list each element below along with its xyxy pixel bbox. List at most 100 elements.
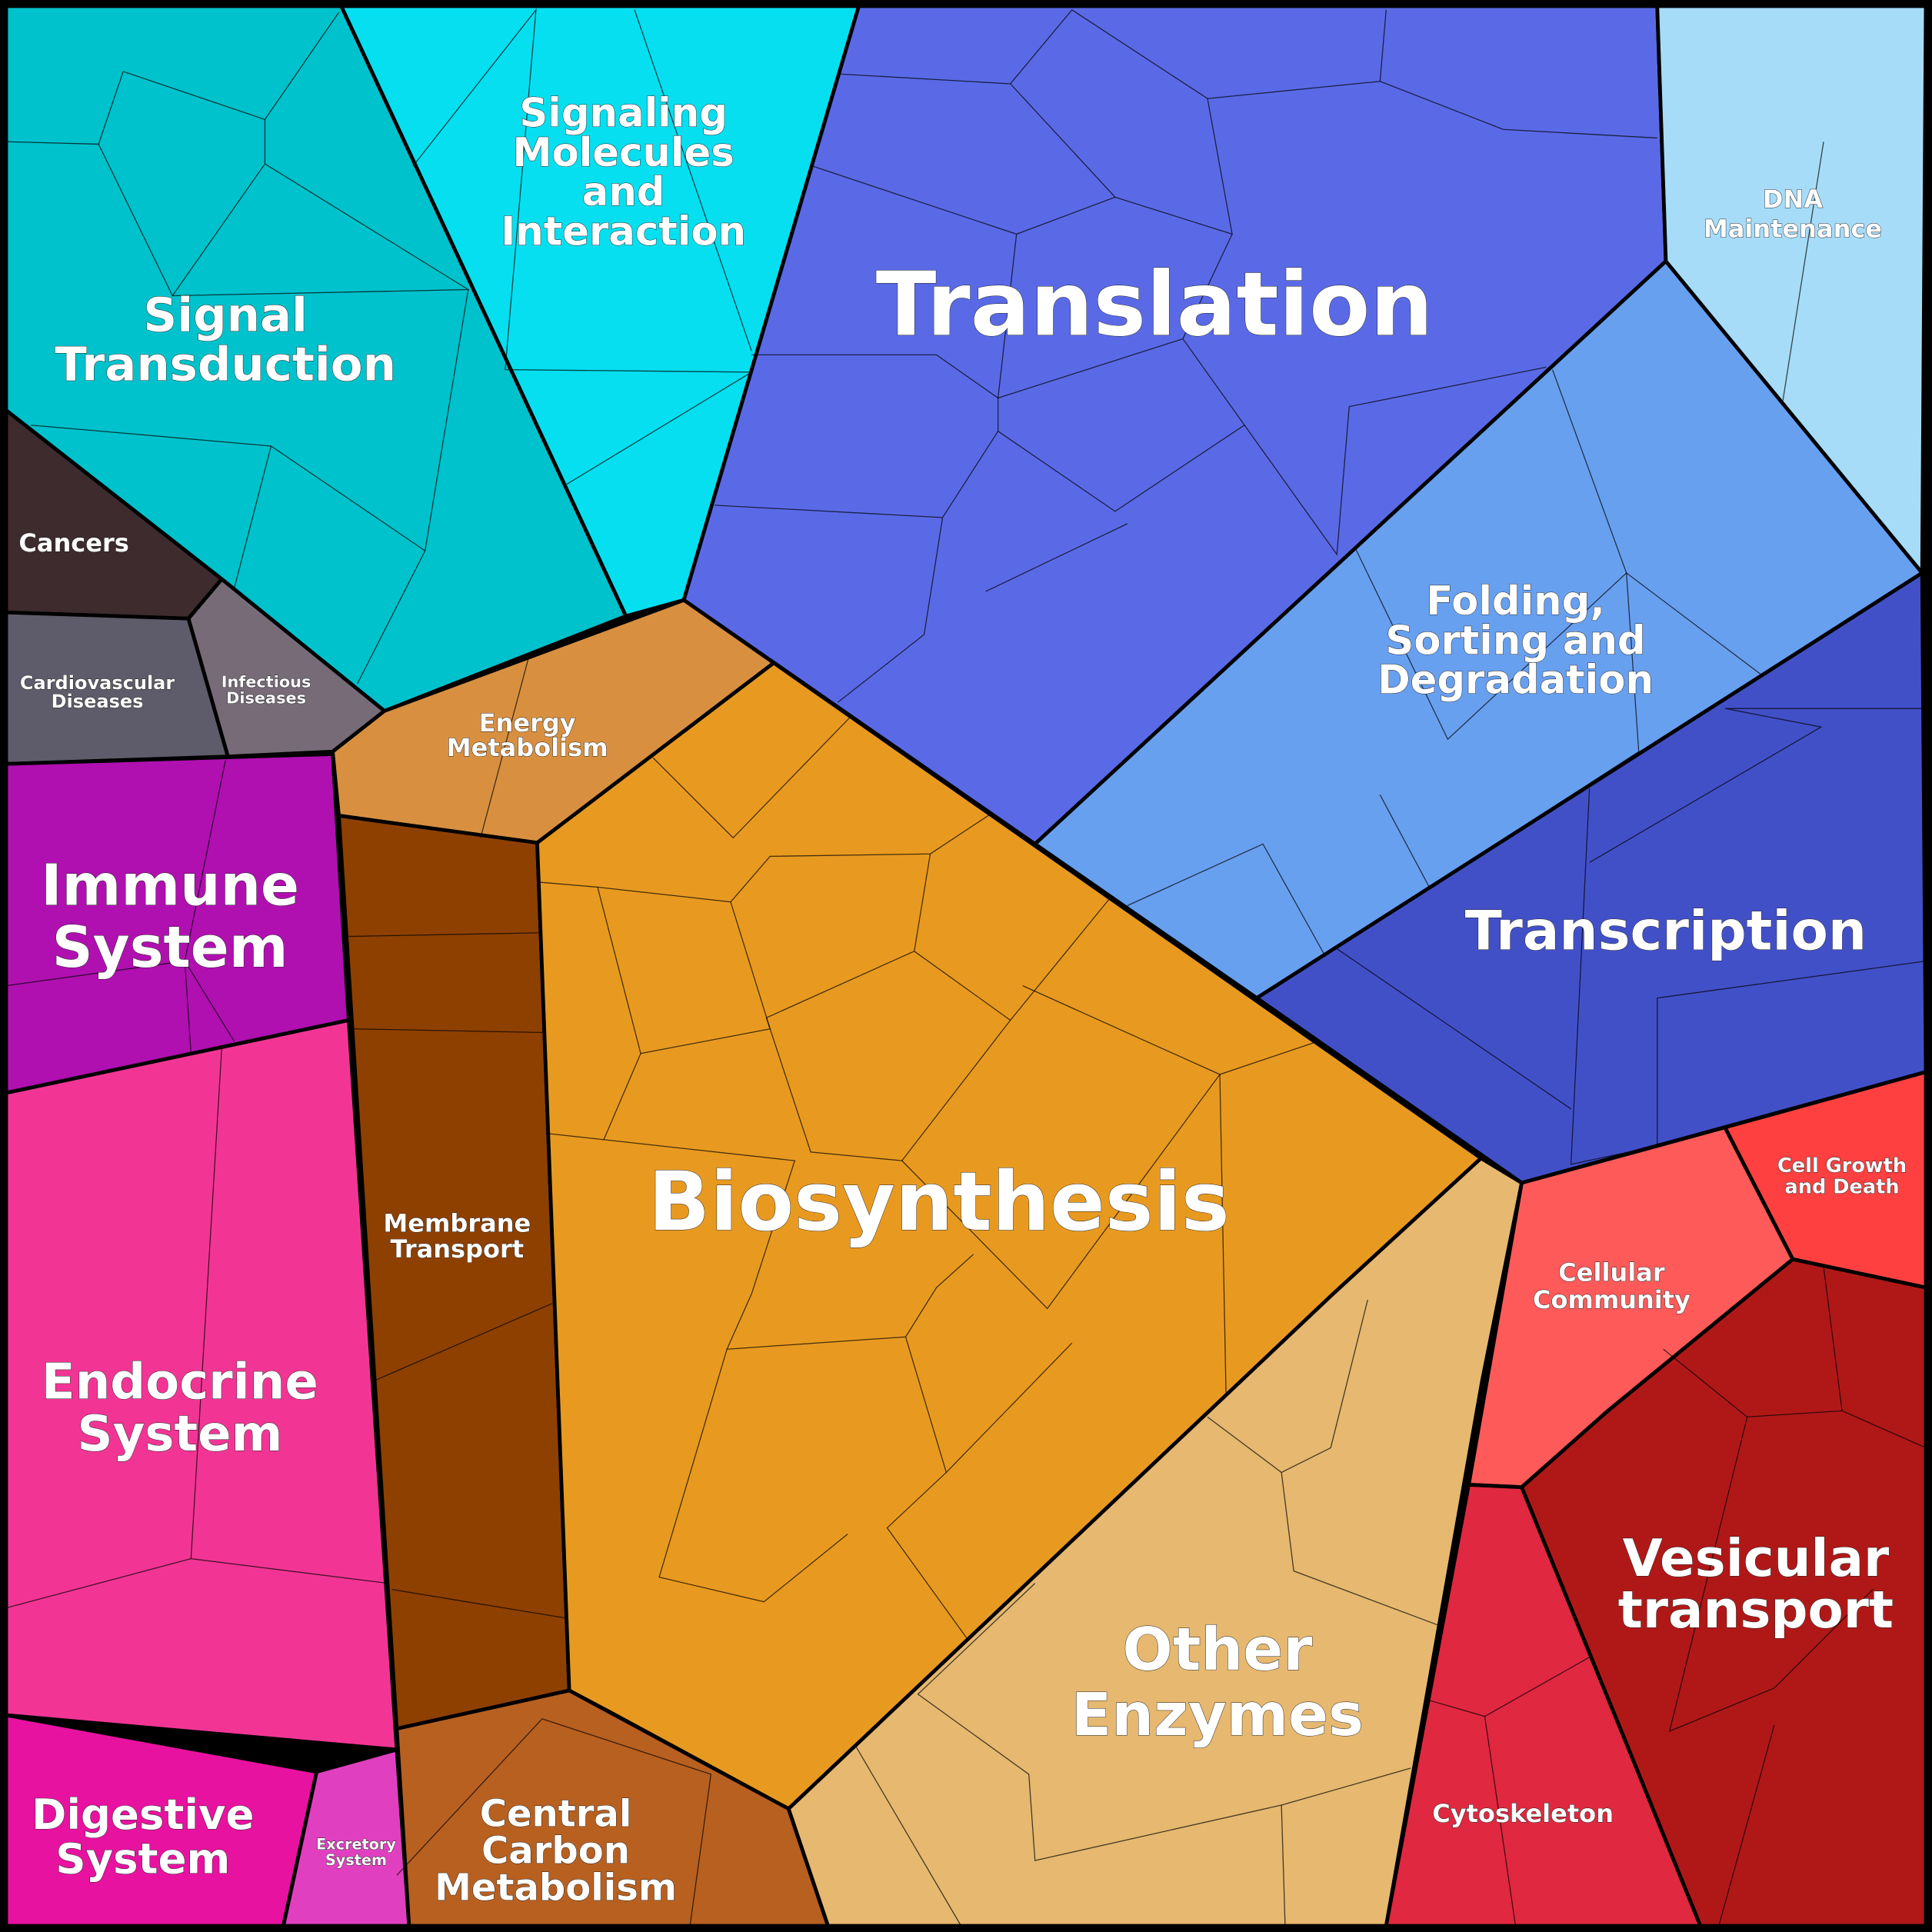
sub-cell-edge xyxy=(98,119,266,297)
label-line: System xyxy=(77,1406,282,1463)
region-label: Cardiovascular Diseases xyxy=(20,672,175,712)
sub-cell-edge xyxy=(634,9,752,351)
sub-cell-edge xyxy=(1354,369,1627,741)
sub-cell-edge xyxy=(30,289,469,552)
label-line: Cytoskeleton xyxy=(1432,1799,1614,1828)
label-line: Signaling xyxy=(519,91,728,137)
sub-cell-edge xyxy=(1570,788,1927,1165)
sub-cell-edge xyxy=(396,1718,712,1927)
sub-cell-edge xyxy=(751,234,1018,399)
sub-cell-edge xyxy=(652,716,851,839)
label-line: System xyxy=(55,1834,230,1884)
label-line: Signal xyxy=(143,288,308,342)
region-label: Transcription xyxy=(1465,899,1867,962)
sub-cell-edge xyxy=(412,8,754,485)
sub-cell-edge xyxy=(539,881,641,1141)
label-line: Transport xyxy=(391,1234,525,1264)
sub-cell-edge xyxy=(1841,1410,1927,1448)
sub-cell-edge xyxy=(985,523,1128,592)
region-label: Immune System xyxy=(41,854,299,981)
region-label: Signaling Molecules and Interaction xyxy=(501,91,746,255)
sub-cell-edge xyxy=(730,812,992,903)
label-line: Cancers xyxy=(18,528,129,558)
label-line: Central xyxy=(480,1792,632,1835)
label-line: Cellular xyxy=(1558,1258,1665,1287)
label-line: Folding, xyxy=(1426,578,1605,625)
label-line: Energy xyxy=(479,708,576,738)
label-line: Excretory xyxy=(316,1835,396,1853)
label-line: Other xyxy=(1122,1616,1312,1684)
sub-cell-edge xyxy=(1281,1804,1286,1927)
label-line: System xyxy=(325,1851,387,1869)
sub-cell-edge xyxy=(1782,142,1824,401)
sub-cell-edge xyxy=(886,1471,968,1640)
region-label: Infectious Diseases xyxy=(222,673,311,708)
sub-cell-edge xyxy=(480,652,531,838)
region-label: Excretory System xyxy=(316,1835,396,1869)
label-line: Membrane xyxy=(383,1208,531,1237)
sub-cell-edge xyxy=(1281,1472,1442,1627)
sub-cell-edge xyxy=(917,1583,1411,1861)
sub-cell-edge xyxy=(1484,1716,1517,1927)
label-line: transport xyxy=(1618,1580,1894,1640)
sub-cell-edge xyxy=(1127,843,1325,955)
sub-cell-edge xyxy=(914,854,1110,1021)
label-line: Interaction xyxy=(501,208,746,255)
label-line: Enzymes xyxy=(1071,1681,1364,1750)
label-line: Cell Growth xyxy=(1777,1154,1907,1178)
sub-cell-edge xyxy=(1022,985,1227,1393)
label-line: Molecules xyxy=(513,130,734,176)
label-line: Community xyxy=(1533,1285,1690,1314)
label-line: Vesicular xyxy=(1623,1527,1889,1587)
sub-cell-edge xyxy=(1380,81,1657,139)
label-line: Translation xyxy=(876,253,1434,356)
region-label: Other Enzymes xyxy=(1071,1616,1364,1750)
region-label: Cytoskeleton xyxy=(1432,1799,1614,1828)
sub-cell-edge xyxy=(5,12,340,145)
label-line: Cardiovascular xyxy=(20,672,175,694)
label-line: Sorting and xyxy=(1385,618,1645,664)
label-line: Maintenance xyxy=(1704,215,1882,244)
sub-cell-edge xyxy=(1379,571,1763,888)
label-line: Digestive xyxy=(32,1790,254,1839)
sub-cells xyxy=(5,8,1927,1927)
sub-cell-edge xyxy=(357,550,426,685)
label-line: and Death xyxy=(1784,1175,1899,1198)
label-line: Endocrine xyxy=(42,1354,318,1411)
sub-cell-edge xyxy=(348,932,542,938)
region-label: Cell Growth and Death xyxy=(1777,1154,1907,1198)
sub-cell-edge xyxy=(727,1254,974,1350)
label-line: Transcription xyxy=(1465,899,1867,962)
region-label: Vesicular transport xyxy=(1618,1527,1894,1639)
sub-cell-edge xyxy=(1589,708,1923,863)
sub-cell-edge xyxy=(855,1747,962,1927)
sub-cell-edge xyxy=(998,338,1245,512)
sub-cell-edge xyxy=(837,517,944,703)
sub-cell-edge xyxy=(375,1303,552,1381)
region-label: DNA Maintenance xyxy=(1704,185,1882,243)
sub-cell-edge xyxy=(353,1028,545,1034)
sub-cell-edge xyxy=(1207,1299,1368,1474)
label-line: DNA xyxy=(1763,185,1823,214)
region-label: Cancers xyxy=(18,528,129,558)
label-line: Transduction xyxy=(55,337,396,391)
label-line: Infectious xyxy=(222,673,311,691)
sub-cell-edge xyxy=(597,886,771,1054)
region-label: Cellular Community xyxy=(1533,1258,1690,1314)
sub-cell-edge xyxy=(1718,1724,1775,1927)
region-label: Endocrine System xyxy=(42,1354,318,1462)
sub-cell-edge xyxy=(184,760,226,1054)
sub-cell-edge xyxy=(1668,1417,1874,1732)
sub-cell-edge xyxy=(765,951,1011,1161)
label-line: and xyxy=(582,169,665,215)
region-label: Translation xyxy=(876,253,1434,356)
sub-cell-edge xyxy=(233,445,272,589)
region-label: Energy Metabolism xyxy=(447,708,608,762)
label-line: System xyxy=(52,915,288,981)
label-line: Immune xyxy=(41,854,299,919)
region-label: Signal Transduction xyxy=(55,288,396,391)
sub-cell-edge xyxy=(391,1589,565,1619)
